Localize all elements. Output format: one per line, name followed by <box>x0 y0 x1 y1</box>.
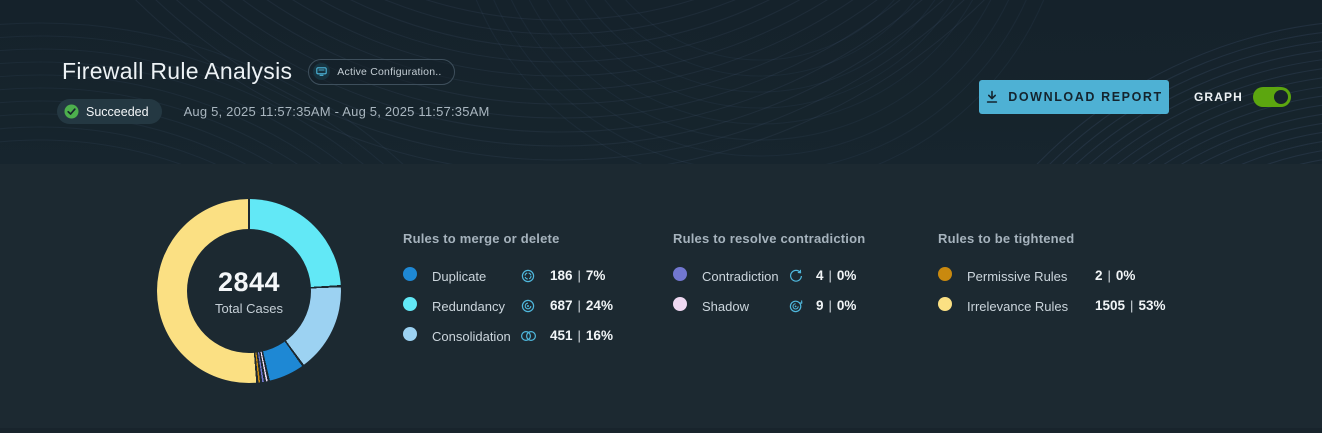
graph-toggle-group: GRAPH <box>1194 87 1291 107</box>
legend-label: Permissive Rules <box>967 268 1068 284</box>
legend-label: Redundancy <box>432 298 505 314</box>
section-rules-to-resolve-contradiction: Rules to resolve contradiction Contradic… <box>673 231 865 321</box>
legend-row-redundancy: Redundancy 687 | 24% <box>403 291 613 321</box>
legend-row-shadow: Shadow 9 | 0% <box>673 291 865 321</box>
header-banner: Firewall Rule Analysis Active Configurat… <box>0 0 1322 164</box>
legend-label: Shadow <box>702 298 749 314</box>
legend-value: 9 | 0% <box>816 298 857 313</box>
graph-toggle[interactable] <box>1252 87 1291 107</box>
graph-toggle-label: GRAPH <box>1194 90 1243 104</box>
report-date-range: Aug 5, 2025 11:57:35AM - Aug 5, 2025 11:… <box>183 104 490 119</box>
section-rules-to-be-tightened: Rules to be tightened Permissive Rules 2… <box>938 231 1165 321</box>
duplicate-icon <box>520 268 550 284</box>
bottom-edge-divider <box>0 428 1322 433</box>
legend-row-duplicate: Duplicate 186 | 7% <box>403 261 613 291</box>
consolidation-icon <box>520 328 550 344</box>
section-title: Rules to be tightened <box>938 231 1075 246</box>
donut-center: 2844 Total Cases <box>187 229 311 353</box>
page-title: Firewall Rule Analysis <box>62 58 293 84</box>
success-check-icon <box>64 104 79 119</box>
legend-value: 1505 | 53% <box>1095 298 1166 313</box>
contradiction-color-dot <box>673 266 687 281</box>
contradiction-icon <box>788 268 816 284</box>
legend-label: Irrelevance Rules <box>967 298 1069 314</box>
legend-value: 687 | 24% <box>550 298 613 313</box>
irrelevance-rules-color-dot <box>938 296 952 311</box>
legend-row-permissive-rules: Permissive Rules 2 | 0% <box>938 261 1165 291</box>
status-label: Succeeded <box>86 104 149 119</box>
legend-value: 451 | 16% <box>550 328 613 343</box>
legend-label: Duplicate <box>432 268 487 284</box>
legend-row-irrelevance-rules: Irrelevance Rules 1505 | 53% <box>938 291 1165 321</box>
legend-label: Consolidation <box>432 328 511 344</box>
legend-value: 2 | 0% <box>1095 268 1136 283</box>
redundancy-color-dot <box>403 296 417 311</box>
shadow-icon <box>788 298 816 314</box>
redundancy-icon <box>520 298 550 314</box>
section-title: Rules to resolve contradiction <box>673 231 866 246</box>
legend-value: 4 | 0% <box>816 268 857 283</box>
permissive-rules-color-dot <box>938 266 952 281</box>
shadow-color-dot <box>673 296 687 311</box>
config-badge-label: Active Configuration.. <box>337 65 442 78</box>
status-row: Succeeded Aug 5, 2025 11:57:35AM - Aug 5… <box>57 99 490 124</box>
download-report-button[interactable]: DOWNLOAD REPORT <box>979 80 1169 114</box>
legend-row-consolidation: Consolidation 451 | 16% <box>403 321 613 351</box>
total-cases-value: 2844 <box>217 266 281 297</box>
legend-label: Contradiction <box>702 268 779 284</box>
donut-chart[interactable]: 2844 Total Cases <box>157 199 341 383</box>
consolidation-color-dot <box>403 326 417 341</box>
duplicate-color-dot <box>403 266 417 281</box>
background-waves-decoration <box>0 0 1322 164</box>
download-report-label: DOWNLOAD REPORT <box>1008 90 1163 104</box>
section-title: Rules to merge or delete <box>403 231 560 246</box>
legend-row-contradiction: Contradiction 4 | 0% <box>673 261 865 291</box>
active-configuration-badge[interactable]: Active Configuration.. <box>308 58 455 85</box>
total-cases-label: Total Cases <box>215 300 283 316</box>
title-row: Firewall Rule Analysis Active Configurat… <box>62 58 455 85</box>
download-icon <box>987 90 998 103</box>
graph-toggle-knob <box>1273 90 1288 104</box>
legend-value: 186 | 7% <box>550 268 606 283</box>
configuration-monitor-icon <box>313 63 331 80</box>
section-rules-to-merge-or-delete: Rules to merge or delete Duplicate 186 | 7… <box>403 231 613 351</box>
status-badge: Succeeded <box>57 99 162 124</box>
